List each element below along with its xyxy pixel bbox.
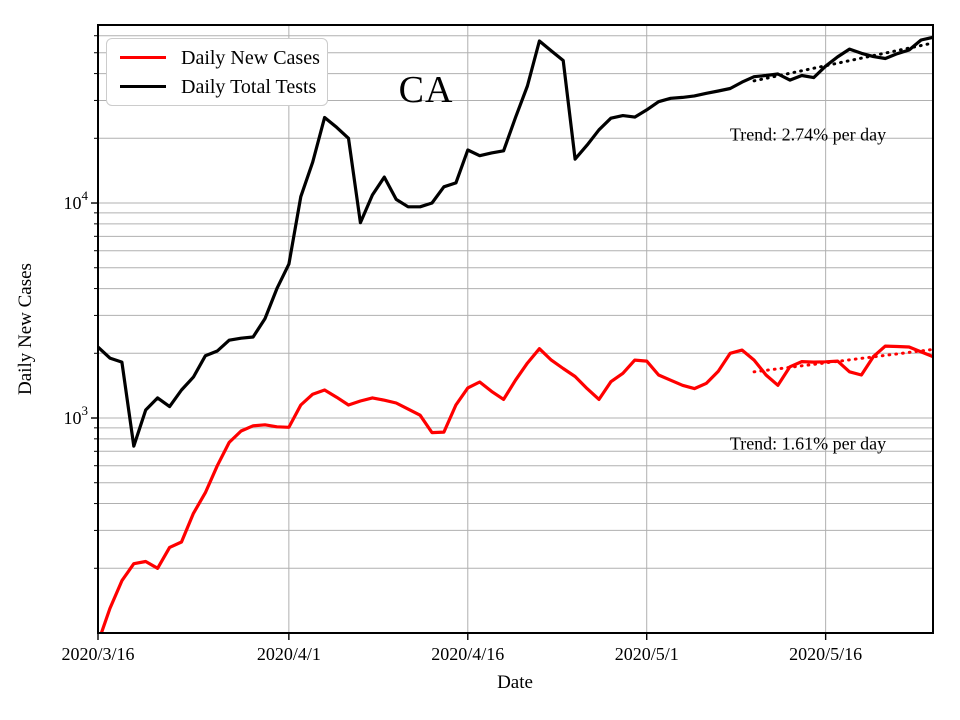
x-tick-label: 2020/5/1 bbox=[615, 644, 679, 664]
y-axis-label: Daily New Cases bbox=[15, 263, 36, 395]
y-tick-labels: 103 104 bbox=[64, 188, 89, 428]
chart-title: CA bbox=[398, 69, 454, 111]
trend-lines bbox=[752, 41, 933, 374]
legend-item-daily-new-cases: Daily New Cases bbox=[116, 43, 327, 72]
cases-trend-annotation: Trend: 1.61% per day bbox=[729, 433, 887, 454]
data-series bbox=[98, 35, 933, 633]
x-tick-label: 2020/4/1 bbox=[257, 644, 321, 664]
x-tick-label: 2020/5/16 bbox=[789, 644, 862, 664]
tick-marks bbox=[91, 35, 827, 640]
daily-new-cases-line bbox=[99, 344, 933, 633]
daily-total-tests-line bbox=[98, 35, 933, 448]
legend: Daily New Cases Daily Total Tests bbox=[106, 38, 328, 106]
y-tick-label: 103 bbox=[64, 403, 89, 428]
y-tick-label: 104 bbox=[64, 188, 89, 213]
x-axis-label: Date bbox=[497, 672, 533, 693]
plot-frame bbox=[97, 24, 934, 634]
legend-label: Daily Total Tests bbox=[181, 75, 317, 98]
cases-line-swatch bbox=[120, 55, 166, 60]
tests-line-swatch bbox=[120, 84, 166, 89]
daily-new-cases-trend bbox=[752, 347, 933, 374]
x-tick-label: 2020/4/16 bbox=[431, 644, 504, 664]
legend-item-daily-total-tests: Daily Total Tests bbox=[116, 72, 327, 101]
daily-total-tests-trend bbox=[752, 41, 933, 83]
x-tick-label: 2020/3/16 bbox=[61, 644, 134, 664]
x-tick-labels: 2020/3/16 2020/4/1 2020/4/16 2020/5/1 2020/5… bbox=[61, 644, 862, 664]
tests-trend-annotation: Trend: 2.74% per day bbox=[729, 124, 887, 145]
gridlines bbox=[97, 25, 933, 633]
legend-label: Daily New Cases bbox=[181, 46, 320, 69]
